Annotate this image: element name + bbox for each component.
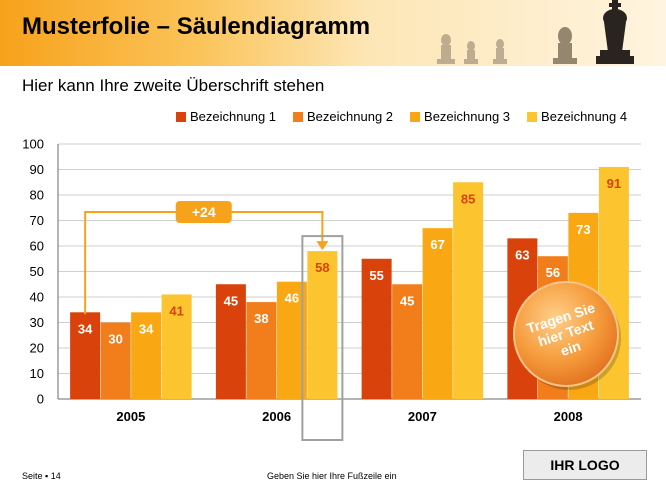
- bar: [215, 284, 246, 399]
- chart-legend: Bezeichnung 1 Bezeichnung 2 Bezeichnung 3 B…: [176, 109, 627, 124]
- chart-y-tick-labels: 0 10 20 30 40 50 60 70 80 90 100: [22, 137, 44, 407]
- legend-swatch: [527, 112, 538, 122]
- y-tick-label: 90: [30, 162, 44, 177]
- y-tick-label: 80: [30, 188, 44, 203]
- legend-swatch: [410, 112, 421, 122]
- callout-value: +24: [192, 204, 216, 220]
- starburst-text-line: ein: [559, 338, 583, 359]
- data-label: 73: [576, 222, 590, 237]
- data-label: 56: [546, 265, 560, 280]
- data-label: 91: [607, 176, 621, 191]
- data-label: 85: [461, 191, 475, 206]
- data-label: 45: [224, 293, 238, 308]
- legend-label: Bezeichnung 2: [307, 109, 393, 124]
- bar: [131, 312, 162, 399]
- slide-subtitle: Hier kann Ihre zweite Überschrift stehen: [22, 76, 325, 95]
- y-tick-label: 10: [30, 366, 44, 381]
- y-tick-label: 60: [30, 239, 44, 254]
- data-label: 55: [369, 268, 383, 283]
- y-tick-label: 100: [22, 137, 44, 152]
- x-tick-label: 2007: [408, 409, 437, 424]
- callout-badge: [175, 201, 232, 223]
- footer-page-number: Seite ▪ 14: [22, 471, 61, 481]
- footer-text: Geben Sie hier Ihre Fußzeile ein: [267, 471, 397, 481]
- legend-label: Bezeichnung 1: [190, 109, 276, 124]
- legend-swatch: [293, 112, 304, 122]
- bar: [70, 312, 101, 399]
- x-tick-label: 2008: [554, 409, 583, 424]
- y-tick-label: 20: [30, 341, 44, 356]
- logo-text: IHR LOGO: [550, 457, 620, 473]
- x-tick-label: 2005: [116, 409, 145, 424]
- legend-label: Bezeichnung 3: [424, 109, 510, 124]
- x-tick-label: 2006: [262, 409, 291, 424]
- bar: [307, 251, 338, 399]
- data-label: 63: [515, 247, 529, 262]
- legend-label: Bezeichnung 4: [541, 109, 627, 124]
- data-label: 34: [139, 321, 154, 336]
- data-label: 46: [285, 291, 299, 306]
- data-label: 30: [108, 332, 122, 347]
- bar: [422, 228, 453, 399]
- bar: [392, 284, 423, 399]
- bar: [161, 294, 192, 399]
- bar: [100, 322, 131, 399]
- starburst-circle: [513, 281, 619, 387]
- header-band: [0, 0, 666, 66]
- data-label: 41: [169, 303, 183, 318]
- y-tick-label: 30: [30, 315, 44, 330]
- legend-swatch: [176, 112, 186, 122]
- bar: [361, 258, 392, 399]
- bar: [453, 182, 484, 399]
- y-tick-label: 70: [30, 213, 44, 228]
- data-label: 58: [315, 260, 329, 275]
- slide-title: Musterfolie – Säulendiagramm: [22, 13, 371, 40]
- y-tick-label: 40: [30, 290, 44, 305]
- y-tick-label: 0: [37, 392, 44, 407]
- callout-arrowhead: [316, 241, 329, 251]
- bar: [246, 302, 277, 399]
- data-label: 67: [430, 237, 444, 252]
- logo-placeholder: IHR LOGO: [523, 450, 647, 480]
- highlight-frame: [301, 235, 344, 441]
- chart-value-labels: 34 30 34 41 45 38 46 58 55 45 67 85 63 56 73 91: [78, 176, 621, 347]
- data-label: 45: [400, 293, 414, 308]
- chess-pieces-decoration: [437, 0, 634, 64]
- data-label: 38: [254, 311, 268, 326]
- chart-callout: +24: [84, 201, 344, 441]
- data-label: 34: [78, 321, 93, 336]
- y-tick-label: 50: [30, 264, 44, 279]
- chart-x-tick-labels: 2005 2006 2007 2008: [116, 409, 582, 424]
